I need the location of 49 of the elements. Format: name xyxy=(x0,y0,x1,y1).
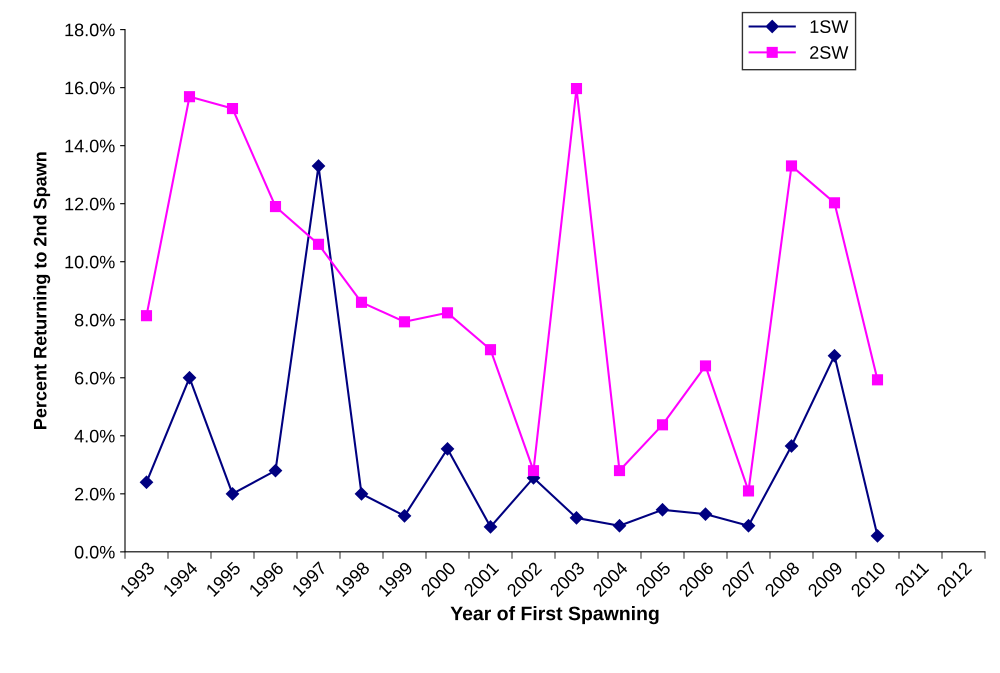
point xyxy=(828,349,842,362)
y-tick-label: 6.0% xyxy=(75,372,115,384)
point xyxy=(614,465,626,476)
point xyxy=(140,310,152,322)
y-tick-label: 18.0% xyxy=(65,24,115,36)
x-axis-title: Year of First Spawning xyxy=(450,606,659,624)
point xyxy=(484,344,496,356)
point xyxy=(870,529,884,542)
point xyxy=(184,91,196,102)
y-tick-label: 10.0% xyxy=(65,256,115,268)
point xyxy=(440,442,454,456)
point xyxy=(786,160,798,172)
y-tick-label: 16.0% xyxy=(65,82,115,94)
point xyxy=(742,485,754,496)
point xyxy=(872,374,884,386)
point xyxy=(698,508,712,521)
y-tick-label: 8.0% xyxy=(74,314,115,326)
point xyxy=(226,102,238,114)
point xyxy=(656,503,670,516)
point xyxy=(612,519,626,532)
y-axis-title: Percent Returning to 2nd Spawn xyxy=(33,152,50,429)
legend-label: 2SW xyxy=(810,46,848,59)
point xyxy=(570,82,582,94)
point xyxy=(356,296,368,308)
point xyxy=(700,360,712,372)
point xyxy=(312,238,324,250)
legend-label: 1SW xyxy=(810,20,848,34)
point xyxy=(784,439,798,453)
point xyxy=(270,201,282,212)
y-tick-label: 2.0% xyxy=(75,488,115,501)
point xyxy=(442,307,454,318)
point xyxy=(398,316,410,328)
point xyxy=(398,509,412,522)
point xyxy=(528,465,540,476)
y-tick-label: 4.0% xyxy=(74,430,115,443)
y-tick-label: 14.0% xyxy=(65,140,115,152)
point xyxy=(312,159,326,173)
point xyxy=(182,371,196,384)
point xyxy=(140,476,154,489)
point xyxy=(484,520,498,534)
point xyxy=(828,197,840,208)
point xyxy=(570,511,584,524)
point xyxy=(354,487,368,500)
point xyxy=(656,419,668,430)
y-tick-label: 0.0% xyxy=(74,546,115,559)
point xyxy=(268,464,282,478)
y-tick-label: 12.0% xyxy=(65,198,115,210)
point xyxy=(742,519,756,532)
point xyxy=(226,487,240,500)
